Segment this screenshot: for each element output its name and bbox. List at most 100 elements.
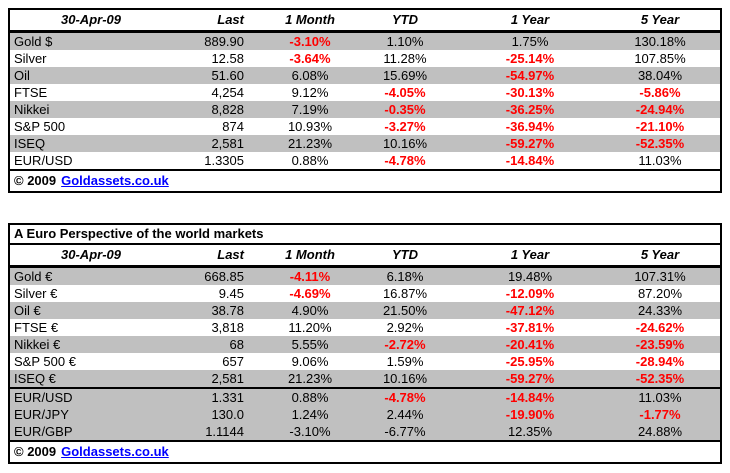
cell-1month: -3.64% xyxy=(289,51,331,66)
cell-1year: -37.81% xyxy=(505,320,555,335)
header-date: 30-Apr-09 xyxy=(61,12,121,27)
header-1year: 1 Year xyxy=(510,12,550,27)
copyright-text: © 2009 xyxy=(14,444,57,459)
cell-label: Nikkei € xyxy=(14,337,61,352)
cell-1month: 9.12% xyxy=(291,85,329,100)
cell-1year: -36.25% xyxy=(505,102,555,117)
cell-label: S&P 500 xyxy=(14,119,66,134)
table1-header-row: 30-Apr-09 Last 1 Month YTD 1 Year 5 Year xyxy=(10,10,720,33)
cell-label: ISEQ xyxy=(14,136,46,151)
cell-1month: 0.88% xyxy=(291,153,329,168)
cell-5year: 107.31% xyxy=(634,269,686,284)
cell-last: 130.0 xyxy=(211,407,244,422)
cell-1month: 0.88% xyxy=(291,390,329,405)
cell-ytd: 1.59% xyxy=(386,354,424,369)
cell-ytd: -4.05% xyxy=(384,85,426,100)
cell-5year: 24.88% xyxy=(637,424,683,439)
goldassets-link[interactable]: Goldassets.co.uk xyxy=(61,444,169,459)
cell-last: 38.78 xyxy=(211,303,244,318)
header-1year: 1 Year xyxy=(510,247,550,262)
table-row-nikkei-eur: Nikkei € 68 5.55% -2.72% -20.41% -23.59% xyxy=(10,336,720,353)
header-5year: 5 Year xyxy=(640,247,680,262)
table-row-nikkei-usd: Nikkei 8,828 7.19% -0.35% -36.25% -24.94… xyxy=(10,101,720,118)
table2-footer: © 2009 Goldassets.co.uk xyxy=(10,440,720,462)
cell-last: 4,254 xyxy=(211,85,244,100)
copyright-text: © 2009 xyxy=(14,173,57,188)
cell-5year: -28.94% xyxy=(635,354,685,369)
cell-1month: 21.23% xyxy=(287,136,333,151)
header-5year: 5 Year xyxy=(640,12,680,27)
cell-ytd: 10.16% xyxy=(382,136,428,151)
cell-1year: -47.12% xyxy=(505,303,555,318)
table-row-eurusd: EUR/USD 1.3305 0.88% -4.78% -14.84% 11.0… xyxy=(10,152,720,169)
cell-last: 2,581 xyxy=(211,371,244,386)
cell-last: 1.331 xyxy=(211,390,244,405)
table-row-gold-eur: Gold € 668.85 -4.11% 6.18% 19.48% 107.31… xyxy=(10,268,720,285)
cell-ytd: -4.78% xyxy=(384,153,426,168)
cell-ytd: -2.72% xyxy=(384,337,426,352)
table2-title: A Euro Perspective of the world markets xyxy=(10,225,720,245)
cell-1month: 4.90% xyxy=(291,303,329,318)
cell-1year: -30.13% xyxy=(505,85,555,100)
euro-markets-table: A Euro Perspective of the world markets … xyxy=(8,223,722,464)
cell-last: 2,581 xyxy=(211,136,244,151)
cell-label: FTSE xyxy=(14,85,48,100)
cell-1year: -25.14% xyxy=(505,51,555,66)
cell-ytd: 2.92% xyxy=(386,320,424,335)
cell-1year: 1.75% xyxy=(511,34,549,49)
cell-1month: 5.55% xyxy=(291,337,329,352)
cell-last: 1.1144 xyxy=(205,424,244,439)
table-row-ftse-usd: FTSE 4,254 9.12% -4.05% -30.13% -5.86% xyxy=(10,84,720,101)
cell-1year: -54.97% xyxy=(505,68,555,83)
cell-1month: 7.19% xyxy=(291,102,329,117)
cell-last: 9.45 xyxy=(218,286,244,301)
cell-1year: -19.90% xyxy=(505,407,555,422)
cell-last: 8,828 xyxy=(211,102,244,117)
cell-label: EUR/USD xyxy=(14,153,73,168)
header-1month: 1 Month xyxy=(285,247,335,262)
cell-label: Oil xyxy=(14,68,30,83)
cell-1month: 6.08% xyxy=(291,68,329,83)
cell-1month: -4.69% xyxy=(289,286,331,301)
cell-ytd: 2.44% xyxy=(386,407,424,422)
cell-1year: -25.95% xyxy=(505,354,555,369)
cell-1year: 19.48% xyxy=(507,269,553,284)
cell-5year: 130.18% xyxy=(634,34,686,49)
cell-5year: 38.04% xyxy=(637,68,683,83)
cell-ytd: -6.77% xyxy=(384,424,426,439)
cell-1year: -59.27% xyxy=(505,136,555,151)
cell-1year: -20.41% xyxy=(505,337,555,352)
cell-1year: 12.35% xyxy=(507,424,553,439)
cell-1month: -3.10% xyxy=(289,34,331,49)
table1-footer: © 2009 Goldassets.co.uk xyxy=(10,169,720,191)
cell-ytd: 1.10% xyxy=(386,34,424,49)
table-row-oil-usd: Oil 51.60 6.08% 15.69% -54.97% 38.04% xyxy=(10,67,720,84)
cell-1year: -12.09% xyxy=(505,286,555,301)
cell-ytd: 10.16% xyxy=(382,371,428,386)
cell-label: EUR/USD xyxy=(14,390,73,405)
cell-1month: 21.23% xyxy=(287,371,333,386)
cell-label: Gold $ xyxy=(14,34,53,49)
cell-5year: 24.33% xyxy=(637,303,683,318)
cell-5year: -24.94% xyxy=(635,102,685,117)
cell-5year: 11.03% xyxy=(638,390,682,405)
cell-5year: 87.20% xyxy=(637,286,683,301)
table-row-eurjpy: EUR/JPY 130.0 1.24% 2.44% -19.90% -1.77% xyxy=(10,406,720,423)
goldassets-link[interactable]: Goldassets.co.uk xyxy=(61,173,169,188)
cell-1year: -59.27% xyxy=(505,371,555,386)
cell-1year: -36.94% xyxy=(505,119,555,134)
usd-markets-table: 30-Apr-09 Last 1 Month YTD 1 Year 5 Year… xyxy=(8,8,722,193)
cell-label: Oil € xyxy=(14,303,41,318)
cell-label: EUR/GBP xyxy=(14,424,73,439)
cell-label: S&P 500 € xyxy=(14,354,76,369)
cell-last: 12.58 xyxy=(211,51,244,66)
cell-last: 1.3305 xyxy=(204,153,244,168)
cell-last: 874 xyxy=(222,119,244,134)
cell-1month: 10.93% xyxy=(287,119,333,134)
cell-1month: -4.11% xyxy=(289,269,331,284)
cell-5year: -21.10% xyxy=(635,119,685,134)
cell-ytd: 15.69% xyxy=(382,68,428,83)
cell-5year: -23.59% xyxy=(635,337,685,352)
cell-1month: 9.06% xyxy=(291,354,329,369)
table2-fx-section: EUR/USD 1.331 0.88% -4.78% -14.84% 11.03… xyxy=(10,387,720,440)
